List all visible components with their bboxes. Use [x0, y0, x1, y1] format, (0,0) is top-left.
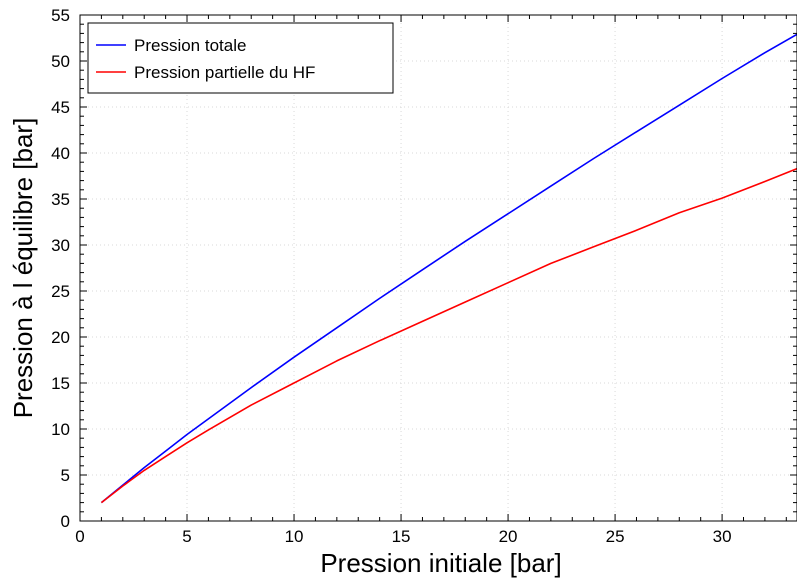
y-tick-label: 45	[51, 98, 70, 117]
y-axis-title: Pression à l équilibre [bar]	[8, 118, 38, 419]
y-tick-label: 30	[51, 236, 70, 255]
y-tick-label: 40	[51, 144, 70, 163]
x-tick-label: 5	[182, 527, 191, 546]
legend-box	[87, 22, 394, 94]
y-tick-label: 20	[51, 328, 70, 347]
legend: Pression totale Pression partielle du HF	[87, 22, 394, 94]
series-lines	[100, 33, 797, 504]
x-tick-label: 25	[606, 527, 625, 546]
legend-label-pression-partielle-hf: Pression partielle du HF	[134, 63, 315, 82]
y-tick-label: 35	[51, 190, 70, 209]
x-tick-label: 10	[285, 527, 304, 546]
series-line-pression-partielle-hf	[100, 167, 797, 504]
y-tick-label: 25	[51, 282, 70, 301]
x-tick-label: 20	[499, 527, 518, 546]
legend-label-pression-totale: Pression totale	[134, 36, 246, 55]
axis-ticks: 0 5 10 15 20 25 30 0 5 10 15 20 25 30 35 40 45 50 55	[51, 6, 797, 546]
x-axis-title: Pression initiale [bar]	[320, 548, 561, 578]
y-tick-label: 15	[51, 374, 70, 393]
y-tick-label: 50	[51, 52, 70, 71]
y-tick-label: 0	[61, 512, 70, 531]
plot-frame	[79, 14, 797, 522]
x-tick-label: 0	[75, 527, 84, 546]
y-tick-label: 10	[51, 420, 70, 439]
series-line-pression-totale	[100, 33, 797, 504]
x-tick-label: 30	[713, 527, 732, 546]
y-tick-label: 5	[61, 466, 70, 485]
x-tick-label: 15	[392, 527, 411, 546]
grid	[80, 15, 797, 521]
y-tick-label: 55	[51, 6, 70, 25]
